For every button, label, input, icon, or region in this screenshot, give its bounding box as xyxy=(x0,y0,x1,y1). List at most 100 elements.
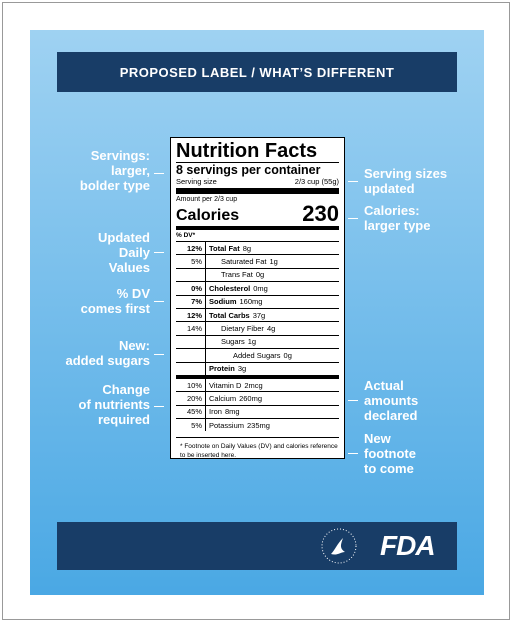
annotation-line: New xyxy=(364,431,391,446)
nutrient-name: Dietary Fiber xyxy=(221,324,264,334)
serving-size: Serving size 2/3 cup (55g) xyxy=(176,177,339,194)
dv-cell: 14% xyxy=(176,322,206,335)
nutrient-row: 5% Saturated Fat 1g xyxy=(176,254,339,268)
nutrient-row: Sugars 1g xyxy=(176,334,339,349)
nutrient-name: Total Carbs xyxy=(209,310,250,320)
nutrient-row: 20% Calcium 260mg xyxy=(176,391,339,405)
dv-cell: 5% xyxy=(176,255,206,268)
annotation-line: comes first xyxy=(80,301,150,316)
nutrient-amount: 8g xyxy=(242,243,252,253)
nutrient-amount: 160mg xyxy=(239,297,263,307)
annotation-line: amounts xyxy=(364,393,419,408)
nutrient-name: Sodium xyxy=(209,297,237,307)
dv-cell xyxy=(176,349,206,362)
annotation: Calories: larger type xyxy=(364,203,430,233)
annotation-line: Serving sizes xyxy=(364,166,448,181)
nutrient-cell: Cholesterol 0mg xyxy=(206,284,268,293)
annotation-dash xyxy=(154,252,164,253)
annotation-dash xyxy=(348,218,358,219)
nutrient-cell: Sugars 1g xyxy=(206,337,256,346)
annotation-line: larger type xyxy=(364,218,431,233)
annotation: % DV comes first xyxy=(81,286,150,316)
dv-header: % DV* xyxy=(176,232,196,239)
annotation-line: Values xyxy=(108,260,150,275)
dv-cell: 7% xyxy=(176,295,206,308)
calories-value: 230 xyxy=(302,201,339,226)
annotation-line: updated xyxy=(364,181,415,196)
calories: Calories 230 xyxy=(176,203,339,230)
annotation-line: bolder type xyxy=(79,178,150,193)
dv-cell: 45% xyxy=(176,405,206,419)
nutrient-row: 12% Total Fat 8g xyxy=(176,241,339,255)
nutrient-name: Sugars xyxy=(221,337,245,347)
nutrient-amount: 0g xyxy=(283,350,292,360)
nutrient-cell: Total Fat 8g xyxy=(206,244,251,253)
nutrient-row: Added Sugars 0g xyxy=(176,348,339,362)
nutrient-name: Protein xyxy=(209,364,235,374)
annotation-line: declared xyxy=(364,408,418,423)
nutrient-amount: 0g xyxy=(255,270,265,280)
nutrient-cell: Calcium 260mg xyxy=(206,394,262,403)
nutrient-amount: 8mg xyxy=(224,407,240,417)
annotation-line: to come xyxy=(364,461,414,476)
nutrient-amount: 260mg xyxy=(239,393,263,403)
nutrient-cell: Vitamin D 2mcg xyxy=(206,381,263,390)
nutrient-name: Saturated Fat xyxy=(221,257,267,267)
dv-cell xyxy=(176,268,206,282)
annotation-line: New: xyxy=(118,338,150,353)
annotation: New footnote to come xyxy=(364,431,416,476)
nutrient-name: Trans Fat xyxy=(221,270,253,280)
annotation-dash xyxy=(348,400,358,401)
header-bar: PROPOSED LABEL / WHAT’S DIFFERENT xyxy=(57,52,457,92)
annotation: Change of nutrients required xyxy=(79,382,151,427)
dv-cell: 0% xyxy=(176,282,206,295)
nutrient-amount: 3g xyxy=(237,364,247,374)
annotation-dash xyxy=(154,354,164,355)
nutrient-cell: Sodium 160mg xyxy=(206,297,262,306)
serving-size-value: 2/3 cup (55g) xyxy=(294,177,339,186)
nutrient-name: Total Fat xyxy=(209,243,240,253)
annotation-line: % DV xyxy=(116,286,150,301)
nutrient-row: Trans Fat 0g xyxy=(176,267,339,282)
nutrient-cell: Saturated Fat 1g xyxy=(206,257,278,266)
footnote: * Footnote on Daily Values (DV) and calo… xyxy=(176,437,339,460)
nutrient-amount: 1g xyxy=(247,337,257,347)
amount-per: Amount per 2/3 cup xyxy=(176,196,238,203)
annotation-line: Actual xyxy=(364,378,404,393)
annotation-line: Servings: xyxy=(90,148,150,163)
footer-bar xyxy=(57,522,457,570)
dv-cell: 12% xyxy=(176,308,206,322)
nutrient-row: 7% Sodium 160mg xyxy=(176,294,339,308)
nutrient-row: 5% Potassium 235mg xyxy=(176,418,339,432)
nutrient-name: Potassium xyxy=(209,420,245,430)
annotation-line: Calories: xyxy=(364,203,420,218)
nutrient-cell: Total Carbs 37g xyxy=(206,311,265,320)
fda-logo: FDA xyxy=(380,530,436,561)
dv-cell xyxy=(176,335,206,349)
annotation: New: added sugars xyxy=(65,338,150,368)
dv-cell: 12% xyxy=(176,242,206,255)
serving-size-label: Serving size xyxy=(176,177,217,186)
nutrient-name: Added Sugars xyxy=(233,350,281,360)
annotation-dash xyxy=(154,173,164,174)
annotation-dash xyxy=(154,301,164,302)
header-title: PROPOSED LABEL / WHAT’S DIFFERENT xyxy=(119,64,395,80)
dv-cell: 10% xyxy=(176,378,206,392)
annotation: Servings: larger, bolder type xyxy=(80,148,150,193)
nutrient-row: 0% Cholesterol 0mg xyxy=(176,281,339,295)
nutrient-name: Vitamin D xyxy=(209,380,242,390)
nutrient-name: Iron xyxy=(209,407,222,417)
annotation-line: Change xyxy=(102,382,150,397)
nutrient-amount: 37g xyxy=(252,310,266,320)
hhs-logo xyxy=(321,528,357,564)
annotation-line: required xyxy=(97,412,150,427)
nutrient-row: 12% Total Carbs 37g xyxy=(176,307,339,322)
nutrient-row: 45% Iron 8mg xyxy=(176,404,339,419)
annotation-line: of nutrients xyxy=(78,397,151,412)
annotation-line: larger, xyxy=(110,163,150,178)
calories-label: Calories xyxy=(176,207,240,224)
annotation-line: added sugars xyxy=(65,353,150,368)
annotation: Actual amounts declared xyxy=(364,378,418,423)
nutrition-label: Nutrition Facts 8 servings per container… xyxy=(170,137,345,459)
